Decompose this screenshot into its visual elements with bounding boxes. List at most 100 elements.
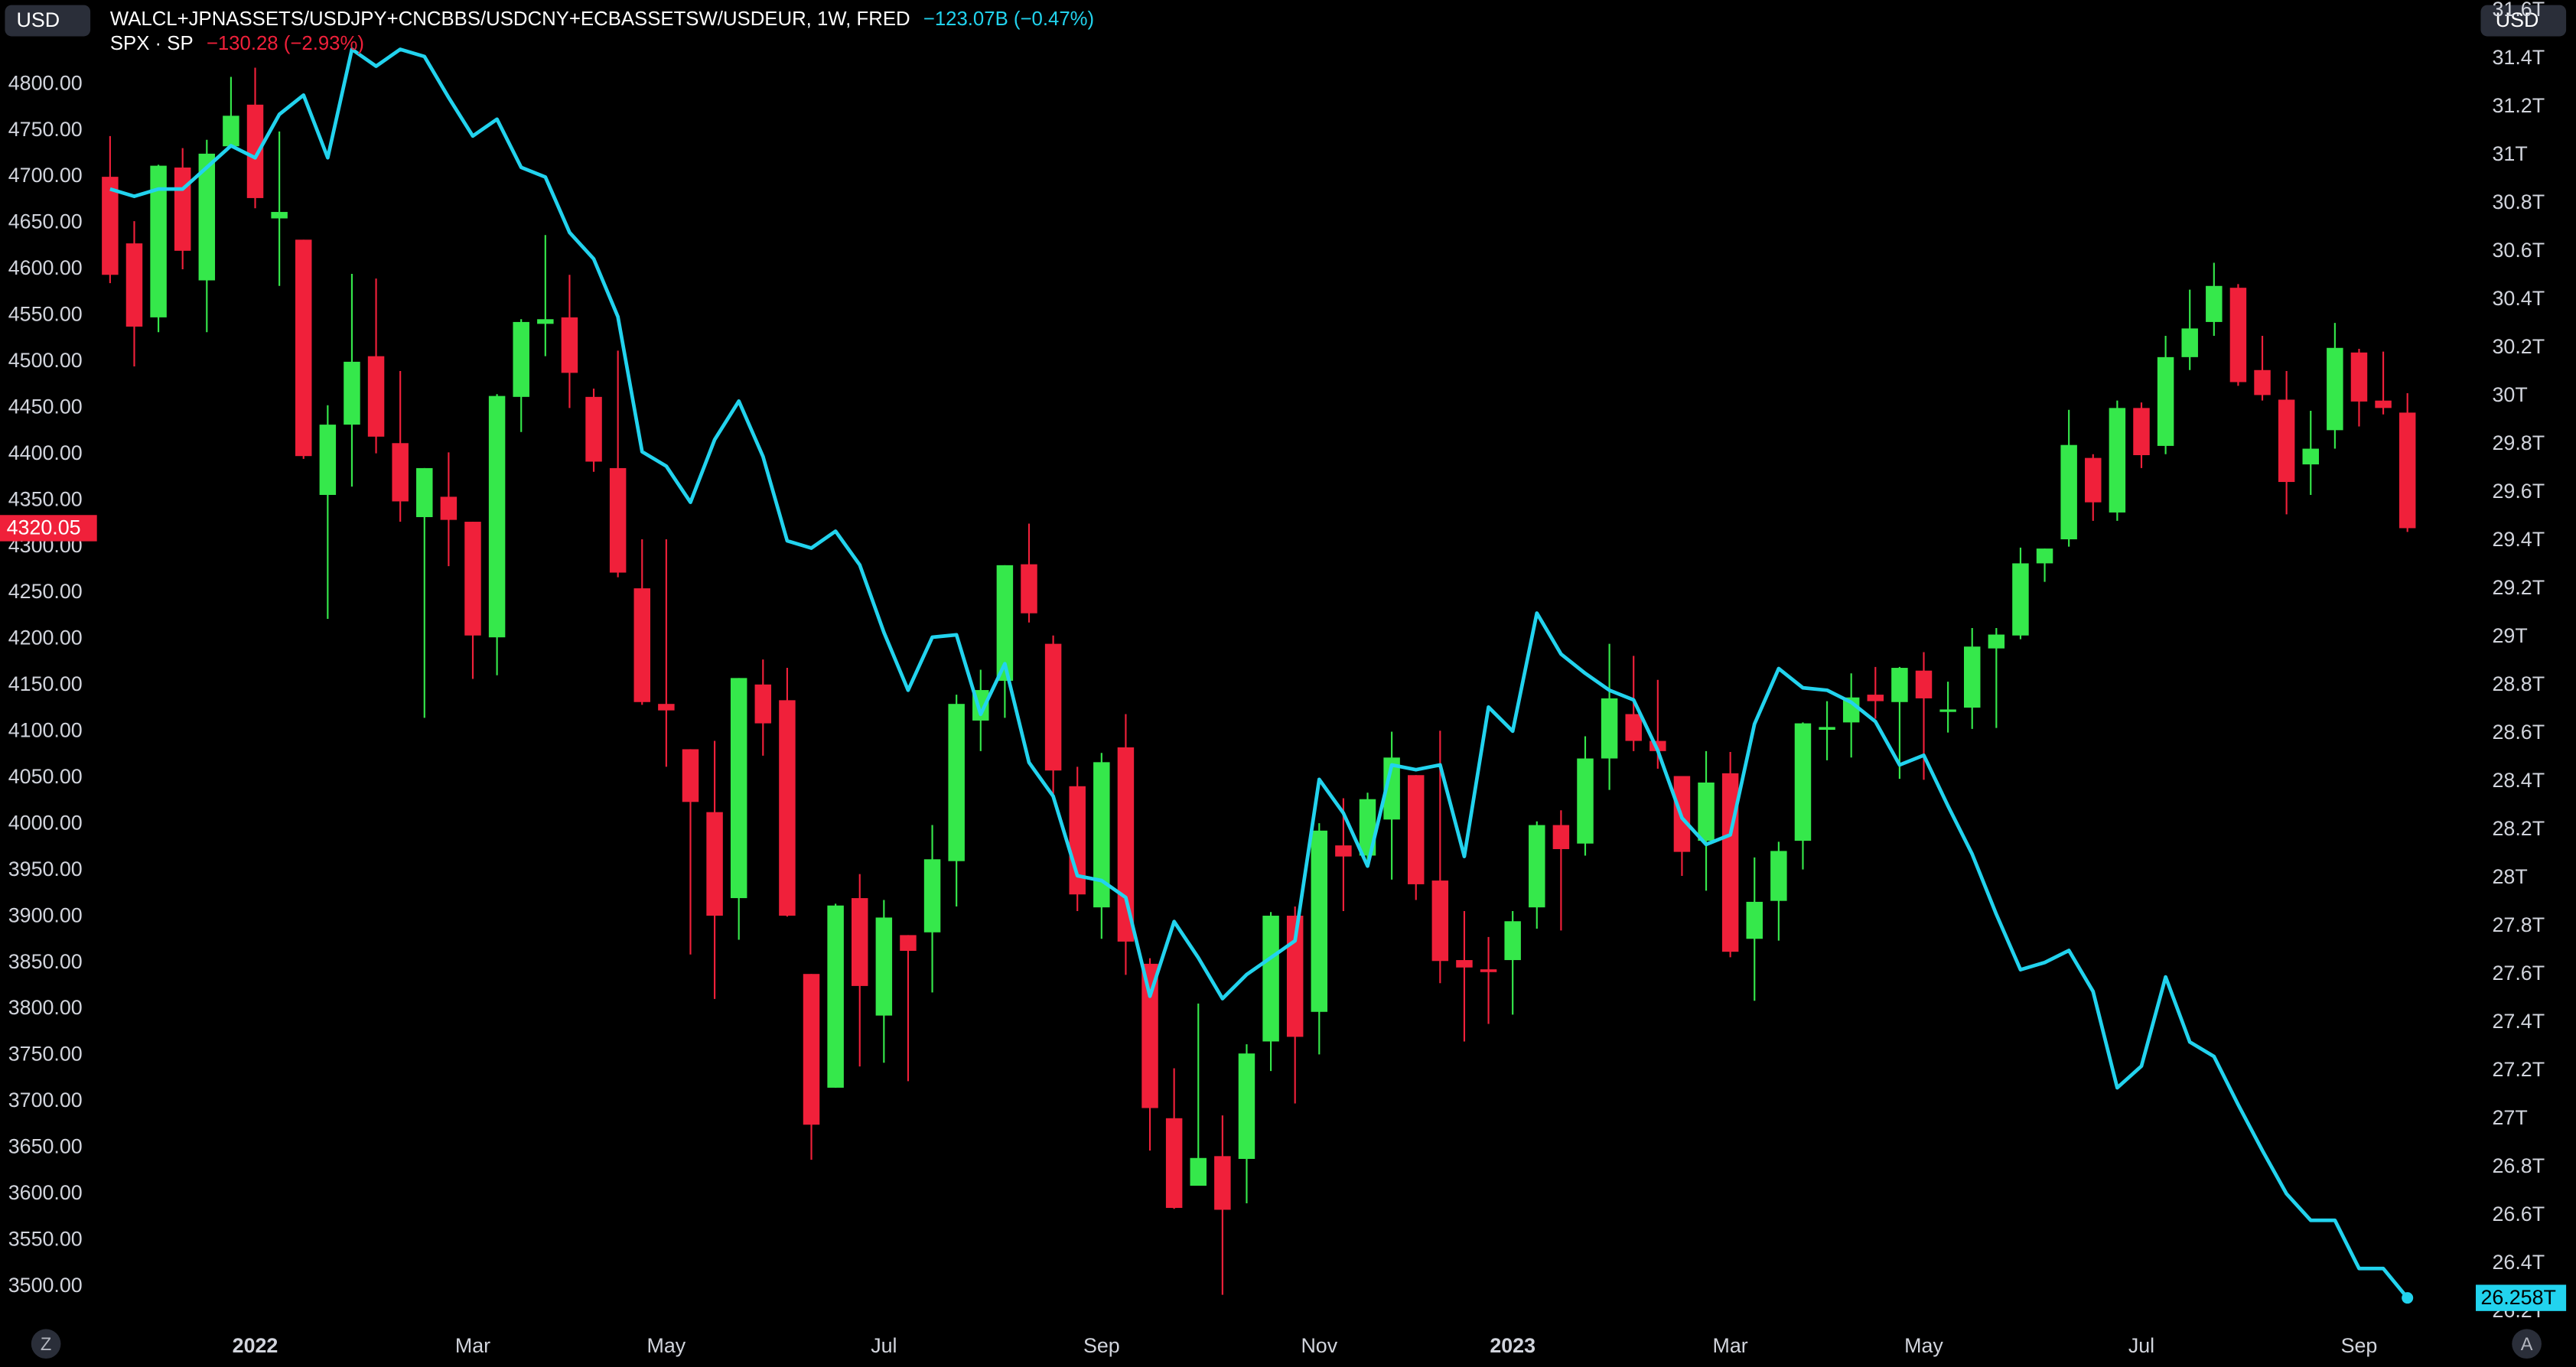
candle-body: [633, 588, 650, 702]
candle-body: [754, 684, 772, 724]
y2-tick-label: 27.6T: [2492, 962, 2545, 985]
candle-body: [1770, 851, 1787, 901]
y2-tick-label: 29.8T: [2492, 431, 2545, 454]
y-tick-label: 3650.00: [8, 1135, 83, 1158]
candle-body: [1891, 668, 1908, 702]
candle-body: [706, 812, 723, 916]
candle-body: [416, 467, 433, 517]
y-tick-label: 3500.00: [8, 1274, 83, 1297]
candle-body: [1214, 1156, 1231, 1210]
candle-body: [1407, 775, 1425, 884]
legend-change: −130.28 (−2.93%): [207, 33, 364, 54]
candle-body: [1383, 757, 1400, 820]
candle-body: [2060, 444, 2077, 540]
y-tick-label: 4500.00: [8, 349, 83, 372]
candle-body: [2181, 328, 2198, 357]
candle-body: [464, 522, 481, 636]
candle-body: [2133, 408, 2150, 455]
y-tick-label: 4400.00: [8, 441, 83, 464]
y-tick-label: 4750.00: [8, 118, 83, 141]
y2-tick-label: 27.2T: [2492, 1058, 2545, 1081]
corner-button[interactable]: [2512, 1329, 2542, 1359]
y-tick-label: 3700.00: [8, 1089, 83, 1112]
candle-body: [1093, 762, 1110, 908]
y2-tick-label: 28T: [2492, 865, 2527, 888]
candle-body: [923, 859, 941, 932]
candle-body: [2327, 347, 2343, 431]
candle-body: [392, 443, 409, 502]
y2-tick-label: 30.8T: [2492, 190, 2545, 213]
candle-body: [900, 935, 917, 951]
y2-tick-label: 27.4T: [2492, 1010, 2545, 1033]
candle-body: [585, 396, 602, 462]
price-label: 4320.05: [7, 516, 81, 539]
y2-tick-label: 26.8T: [2492, 1154, 2545, 1177]
candle-body: [2157, 356, 2174, 446]
y-tick-label: 3900.00: [8, 903, 83, 926]
y-tick-label: 4100.00: [8, 719, 83, 742]
candle-body: [2036, 548, 2053, 564]
candle-body: [2254, 369, 2271, 395]
candle-body: [827, 905, 844, 1088]
y-tick-label: 3600.00: [8, 1181, 83, 1204]
legend-name: WALCL+JPNASSETS/USDJPY+CNCBBS/USDCNY+ECB…: [110, 8, 910, 30]
x-tick-label: 2022: [233, 1334, 278, 1357]
candle-body: [1601, 698, 1618, 759]
candle-body: [1044, 643, 1062, 771]
y-tick-label: 4250.00: [8, 580, 83, 603]
candle-body: [246, 104, 264, 198]
currency-button[interactable]: [2480, 5, 2567, 37]
candle-body: [1262, 916, 1279, 1042]
currency-button[interactable]: [5, 5, 91, 37]
line-series: [109, 47, 2409, 1300]
candle-body: [1335, 845, 1352, 857]
y-tick-label: 4350.00: [8, 487, 83, 510]
y2-tick-label: 29T: [2492, 624, 2527, 647]
candle-body: [1988, 634, 2005, 649]
candle-body: [1577, 758, 1594, 844]
candle-body: [174, 168, 191, 251]
candle-body: [561, 317, 578, 373]
x-tick-label: 2023: [1490, 1334, 1536, 1357]
candle-body: [1117, 747, 1135, 942]
candle-body: [1552, 825, 1570, 849]
x-tick-label: May: [1904, 1334, 1943, 1357]
x-tick-label: Jul: [2128, 1334, 2154, 1357]
candle-body: [1698, 782, 1715, 841]
candle-body: [682, 749, 699, 802]
candle-body: [1529, 825, 1545, 908]
y-tick-label: 3800.00: [8, 996, 83, 1019]
candle-body: [2012, 563, 2029, 636]
candle-body: [102, 177, 119, 275]
last-point: [2402, 1292, 2414, 1304]
candle-body: [1286, 916, 1304, 1037]
y-tick-label: 4000.00: [8, 811, 83, 834]
y2-tick-label: 31.2T: [2492, 94, 2545, 117]
candle-body: [2375, 400, 2392, 408]
candle-body: [271, 212, 288, 219]
candle-body: [198, 153, 216, 281]
candle-body: [730, 678, 747, 899]
x-tick-label: Jul: [871, 1334, 897, 1357]
candle-body: [537, 319, 554, 324]
y-tick-label: 4650.00: [8, 210, 83, 233]
x-tick-label: May: [647, 1334, 686, 1357]
candle-body: [488, 395, 506, 638]
candle-body: [996, 565, 1014, 681]
candle-body: [344, 361, 360, 425]
candle-body: [1141, 963, 1158, 1108]
y-tick-label: 3750.00: [8, 1043, 83, 1066]
candle-body: [2399, 412, 2416, 529]
y2-tick-label: 26.4T: [2492, 1251, 2545, 1274]
candle-body: [609, 467, 627, 573]
y2-tick-label: 31.6T: [2492, 0, 2545, 21]
candle-body: [1480, 969, 1497, 972]
value-label-box: [2476, 1284, 2567, 1311]
corner-button[interactable]: [31, 1329, 61, 1359]
candle-body: [1021, 564, 1037, 614]
corner-label: Z: [41, 1335, 51, 1355]
y2-tick-label: 30.6T: [2492, 239, 2545, 262]
candle-body: [1625, 714, 1642, 741]
y2-tick-label: 26.6T: [2492, 1203, 2545, 1225]
